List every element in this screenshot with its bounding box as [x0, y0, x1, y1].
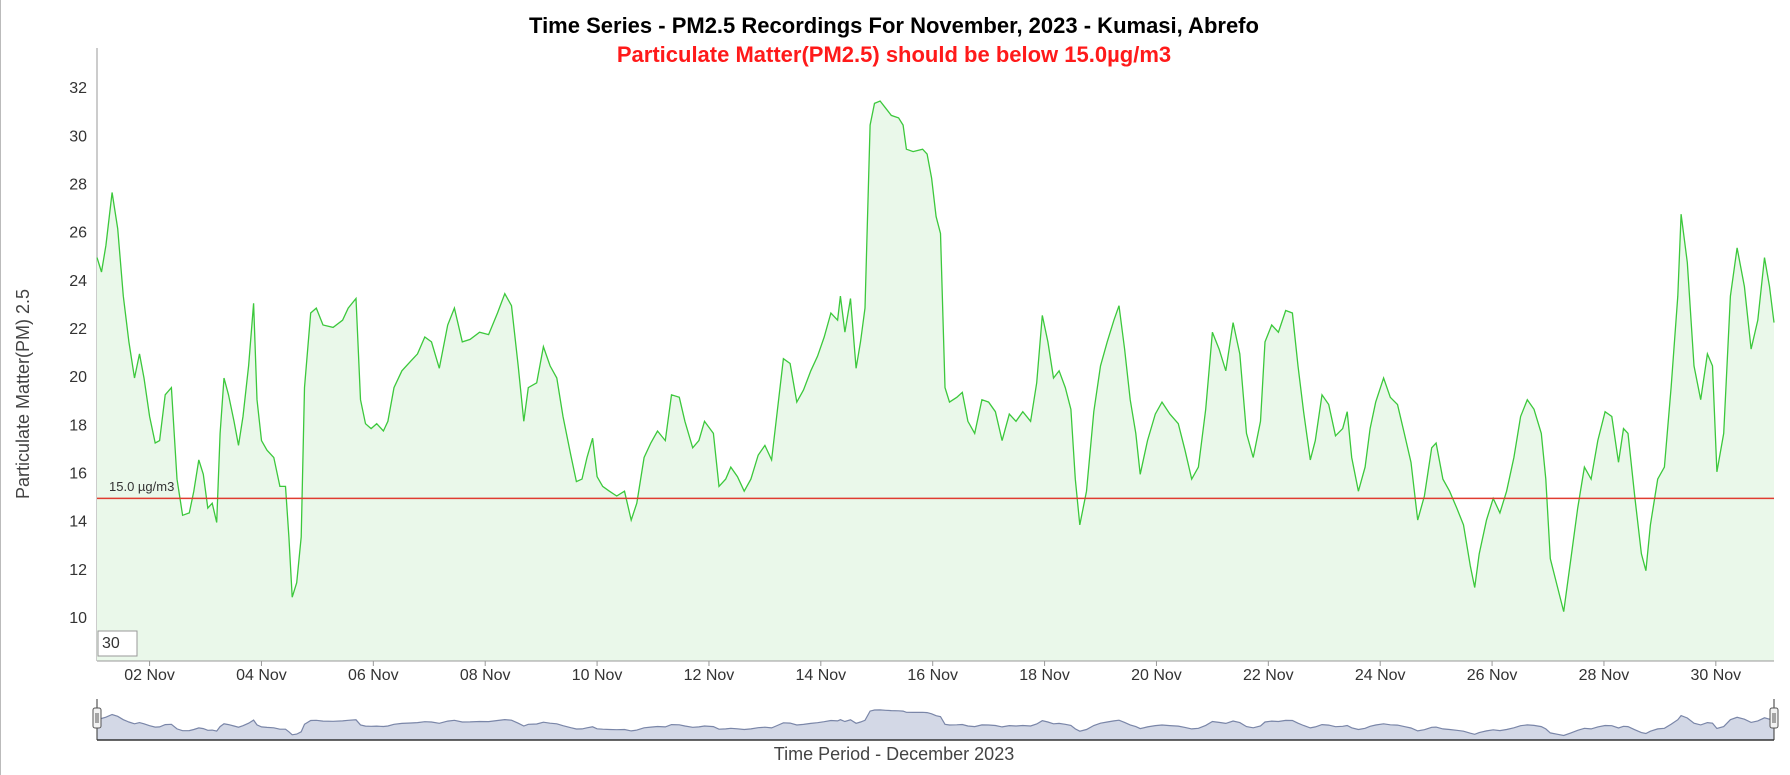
- y-tick-label: 22: [69, 321, 87, 338]
- x-tick-label: 20 Nov: [1131, 667, 1182, 684]
- x-tick-label: 04 Nov: [236, 667, 287, 684]
- x-tick-label: 12 Nov: [684, 667, 735, 684]
- y-tick-label: 26: [69, 225, 87, 242]
- navigator-area: [97, 709, 1774, 740]
- navigator-line: [96, 709, 1775, 737]
- y-tick-label: 30: [69, 128, 87, 145]
- x-tick-label: 06 Nov: [348, 667, 399, 684]
- x-tick-label: 16 Nov: [907, 667, 958, 684]
- area: [97, 101, 1774, 661]
- threshold-label: 15.0 µg/m3: [109, 479, 174, 494]
- x-tick-label: 02 Nov: [124, 667, 175, 684]
- y-axis-label: Particulate Matter(PM) 2.5: [13, 289, 33, 499]
- y-tick-label: 28: [69, 177, 87, 194]
- y-tick-label: 14: [69, 514, 87, 531]
- x-axis-label: Time Period - December 2023: [774, 744, 1014, 764]
- chart-subtitle: Particulate Matter(PM2.5) should be belo…: [617, 42, 1171, 67]
- y-tick-label: 32: [69, 80, 87, 97]
- y-tick-label: 12: [69, 562, 87, 579]
- navigator-handle[interactable]: [92, 707, 102, 729]
- navigator-handle[interactable]: [1769, 707, 1779, 729]
- y-tick-label: 20: [69, 369, 87, 386]
- navigator[interactable]: [92, 699, 1779, 741]
- chart-title: Time Series - PM2.5 Recordings For Novem…: [529, 13, 1259, 38]
- plot-area: 10 12 14 16 18 20 22 24 26 28 30 32 02 Nov 04 Nov 06 N…: [69, 48, 1775, 684]
- line: [96, 100, 1775, 612]
- y-tick-label: 18: [69, 417, 87, 434]
- zoom-input-text[interactable]: 30: [102, 635, 120, 652]
- x-tick-label: 10 Nov: [572, 667, 623, 684]
- x-tick-label: 18 Nov: [1019, 667, 1070, 684]
- y-tick-label: 10: [69, 610, 87, 627]
- x-tick-label: 30 Nov: [1690, 667, 1741, 684]
- x-tick-label: 14 Nov: [795, 667, 846, 684]
- x-tick-label: 24 Nov: [1355, 667, 1406, 684]
- zoom-input[interactable]: [97, 630, 138, 657]
- x-tick-label: 26 Nov: [1467, 667, 1518, 684]
- x-tick-label: 08 Nov: [460, 667, 511, 684]
- x-tick-label: 22 Nov: [1243, 667, 1294, 684]
- y-tick-label: 24: [69, 273, 87, 290]
- x-tick-label: 28 Nov: [1579, 667, 1630, 684]
- y-tick-label: 16: [69, 466, 87, 483]
